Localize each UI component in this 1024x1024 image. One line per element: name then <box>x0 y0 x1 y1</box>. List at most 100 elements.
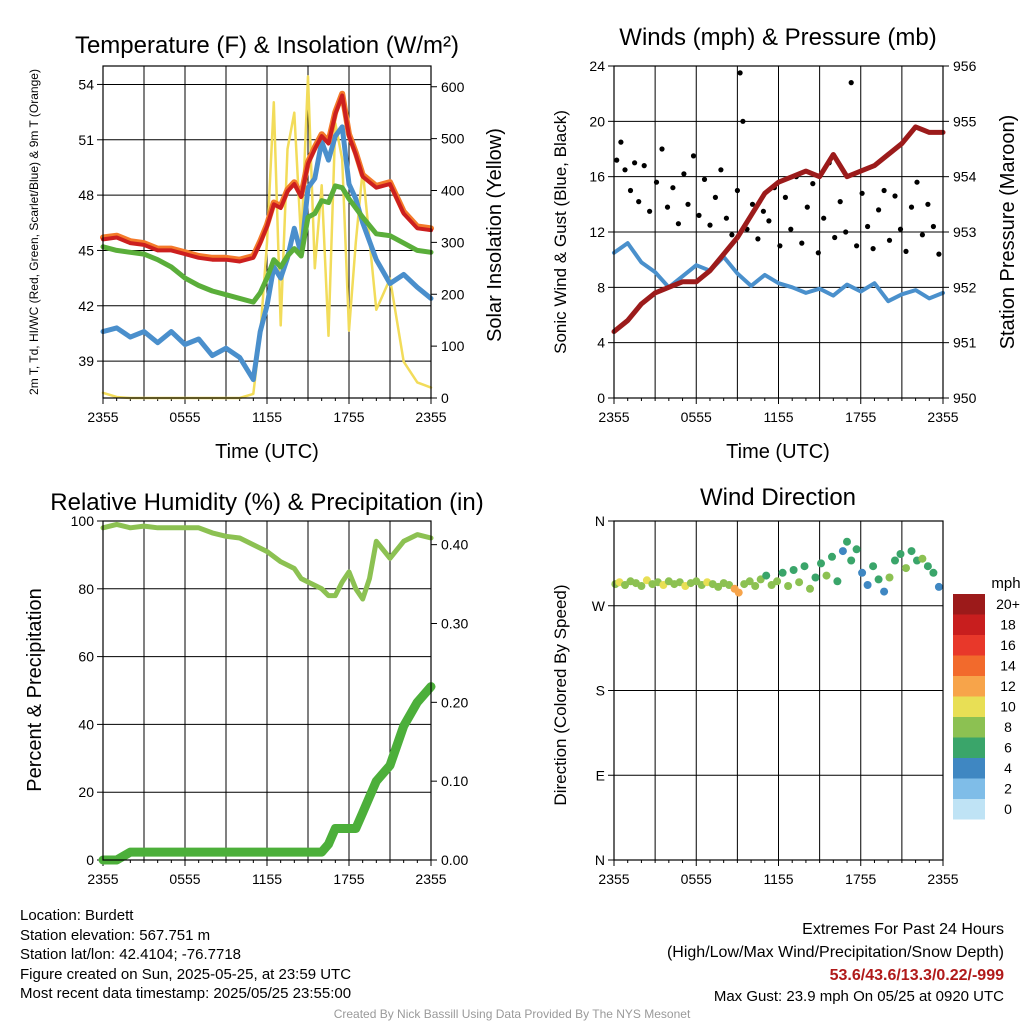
y2-tick-label: 0.40 <box>441 537 468 553</box>
wind-direction-point <box>843 537 851 546</box>
gust-point <box>886 237 893 243</box>
y-tick-label: 16 <box>589 169 605 185</box>
wind-direction-point <box>874 575 883 584</box>
y2-tick-label: 956 <box>953 58 977 74</box>
gust-point <box>914 179 920 185</box>
x-tick-label: 2355 <box>415 871 446 887</box>
chart-title: Temperature (F) & Insolation (W/m²) <box>75 32 459 59</box>
gust-point <box>659 146 665 152</box>
x-tick-label: 2355 <box>87 409 118 425</box>
wind-direction-point <box>852 545 861 554</box>
y2-tick-label: 100 <box>441 338 465 354</box>
y2-tick-label: 952 <box>953 279 977 295</box>
y2-tick-label: 200 <box>441 286 465 302</box>
gust-point <box>696 212 702 218</box>
colorbar-swatch <box>953 635 985 656</box>
gust-point <box>870 246 876 252</box>
gust-point <box>876 207 882 213</box>
y2-tick-label: 0.30 <box>441 615 468 631</box>
y-tick-label: 20 <box>589 113 605 129</box>
wind-direction-point <box>751 582 760 590</box>
x-tick-label: 0555 <box>681 409 712 425</box>
gust-point <box>848 80 854 86</box>
x-tick-label: 1755 <box>845 871 876 887</box>
y-tick-label: 4 <box>597 335 605 351</box>
y-axis-label-left: Percent & Precipitation <box>24 588 46 791</box>
wind-direction-point <box>817 559 825 568</box>
station-location: Location: Burdett <box>20 907 134 924</box>
gust-point <box>919 232 926 238</box>
y-tick-label: 60 <box>78 649 94 665</box>
gust-point <box>729 232 735 238</box>
colorbar-swatch <box>953 594 985 615</box>
gust-point <box>647 208 653 214</box>
plot-frame <box>613 520 944 861</box>
y2-tick-label: 0.20 <box>441 694 468 710</box>
wind-direction-point <box>806 584 814 593</box>
wind-direction-point <box>789 566 798 574</box>
colorbar-label: 18 <box>1000 617 1016 633</box>
panel-2: 0 4 8 12 16 20 24 950 951 952 953 954 955 956 2355 0555… <box>551 24 1019 463</box>
y2-tick-label: 954 <box>953 169 977 185</box>
gust-point <box>707 222 713 228</box>
gust-point <box>843 229 849 235</box>
colorbar-label: 2 <box>1004 781 1012 797</box>
y-tick-label: N <box>595 852 605 868</box>
x-tick-label: 1755 <box>845 409 876 425</box>
gust-point <box>670 185 676 191</box>
y2-tick-label: 0.10 <box>441 773 468 789</box>
extremes-panel: Extremes For Past 24 Hours (High/Low/Max… <box>667 918 1004 1007</box>
wind-direction-point <box>784 582 793 590</box>
y-tick-label: 12 <box>589 224 605 240</box>
station-elevation: Station elevation: 567.751 m <box>20 926 211 944</box>
panel-4: N E S W N 2355 0555 1155 1755 2355 Wind Direction D… <box>551 484 1021 887</box>
x-tick-label: 2355 <box>927 409 958 425</box>
chart-title: Relative Humidity (%) & Precipitation (i… <box>50 489 483 516</box>
colorbar-label: 12 <box>1000 678 1016 694</box>
colorbar-swatch <box>953 778 985 799</box>
x-axis-label: Time (UTC) <box>215 441 319 463</box>
gust-point <box>755 236 761 242</box>
y-tick-label: 48 <box>78 187 94 203</box>
wind-direction-point <box>880 587 889 596</box>
gust-point <box>734 187 741 194</box>
x-axis-label: Time (UTC) <box>726 441 830 463</box>
series-dewpoint <box>100 183 434 305</box>
wind-direction-point <box>637 582 646 590</box>
gust-point <box>690 153 697 159</box>
panel-3: 0 20 40 60 80 100 0.00 0.10 0.20 0.30 0.40 2355 0555… <box>24 489 484 887</box>
colorbar-swatch <box>953 676 985 697</box>
wind-direction-point <box>863 581 872 589</box>
series-relative-humidity <box>100 521 434 602</box>
plot-frame <box>613 65 944 399</box>
x-tick-label: 2355 <box>87 871 118 887</box>
colorbar-title: mph <box>991 575 1020 592</box>
panel-1: 39 42 45 48 51 54 0 100 200 300 400 500 600 2355 0555 1… <box>27 32 506 463</box>
station-latlon: Station lat/lon: 42.4104; -76.7718 <box>20 946 242 963</box>
y2-tick-label: 500 <box>441 131 465 147</box>
y-tick-label: 45 <box>78 242 94 258</box>
wind-direction-point <box>885 573 894 582</box>
gust-point <box>854 243 860 249</box>
colorbar-swatch <box>953 655 985 676</box>
y-tick-label: S <box>596 683 605 699</box>
colorbar-label: 14 <box>1000 658 1016 674</box>
colorbar-swatch <box>953 799 985 820</box>
wind-direction-point <box>811 573 820 582</box>
gust-point <box>903 248 909 254</box>
x-tick-label: 1155 <box>252 871 282 887</box>
y-tick-label: 0 <box>86 852 94 868</box>
y-tick-label: 8 <box>597 279 605 295</box>
gust-point <box>925 201 931 207</box>
wind-direction-point <box>934 582 943 591</box>
gust-point <box>632 160 638 166</box>
wind-direction-point <box>833 577 842 586</box>
wind-direction-point <box>918 554 927 563</box>
wind-direction-point <box>734 588 743 597</box>
gust-point <box>766 218 772 224</box>
speed-colorbar: mph 20+ 18 16 14 12 10 8 6 4 2 0 <box>953 575 1021 820</box>
wind-direction-point <box>773 577 782 586</box>
wind-direction-point <box>907 547 916 556</box>
gust-point <box>685 201 691 207</box>
